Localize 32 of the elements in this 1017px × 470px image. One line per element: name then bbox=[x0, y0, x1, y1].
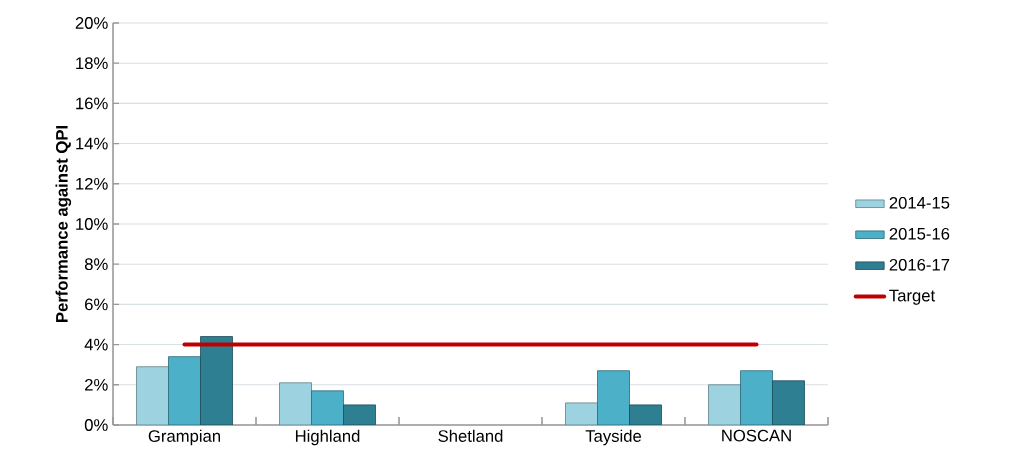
legend-label: 2015-16 bbox=[889, 227, 950, 240]
bar bbox=[708, 384, 741, 425]
bar bbox=[740, 370, 773, 425]
bar bbox=[343, 404, 376, 425]
bar bbox=[772, 380, 805, 425]
y-tick-label: 14% bbox=[76, 137, 108, 150]
y-tick-label: 6% bbox=[85, 298, 108, 311]
y-axis-title: Performance against QPI bbox=[55, 126, 72, 322]
y-tick-label: 0% bbox=[84, 419, 108, 431]
y-tick-label: 18% bbox=[76, 57, 108, 70]
y-tick-label: 12% bbox=[76, 177, 108, 190]
y-tick-label: 8% bbox=[84, 258, 108, 271]
y-tick-label: 20% bbox=[75, 17, 108, 29]
y-tick-label: 10% bbox=[76, 218, 108, 230]
x-tick-label: Tayside bbox=[585, 429, 642, 446]
y-tick-label: 2% bbox=[85, 378, 108, 391]
bar bbox=[168, 356, 201, 425]
bar bbox=[311, 390, 344, 425]
x-tick-label: Grampian bbox=[148, 429, 220, 446]
bar bbox=[136, 366, 169, 425]
bar bbox=[597, 370, 630, 425]
legend-label: Target bbox=[889, 289, 936, 305]
legend-label: 2014-15 bbox=[889, 196, 950, 209]
bar bbox=[200, 336, 233, 425]
legend-label: 2016-17 bbox=[889, 258, 950, 271]
x-tick-label: Highland bbox=[295, 429, 360, 446]
x-tick-label: Shetland bbox=[438, 429, 503, 442]
bar bbox=[629, 404, 662, 425]
y-tick-label: 4% bbox=[84, 338, 108, 351]
bar bbox=[279, 382, 312, 425]
x-tick-label: NOSCAN bbox=[722, 429, 791, 442]
y-tick-label: 16% bbox=[76, 97, 108, 110]
